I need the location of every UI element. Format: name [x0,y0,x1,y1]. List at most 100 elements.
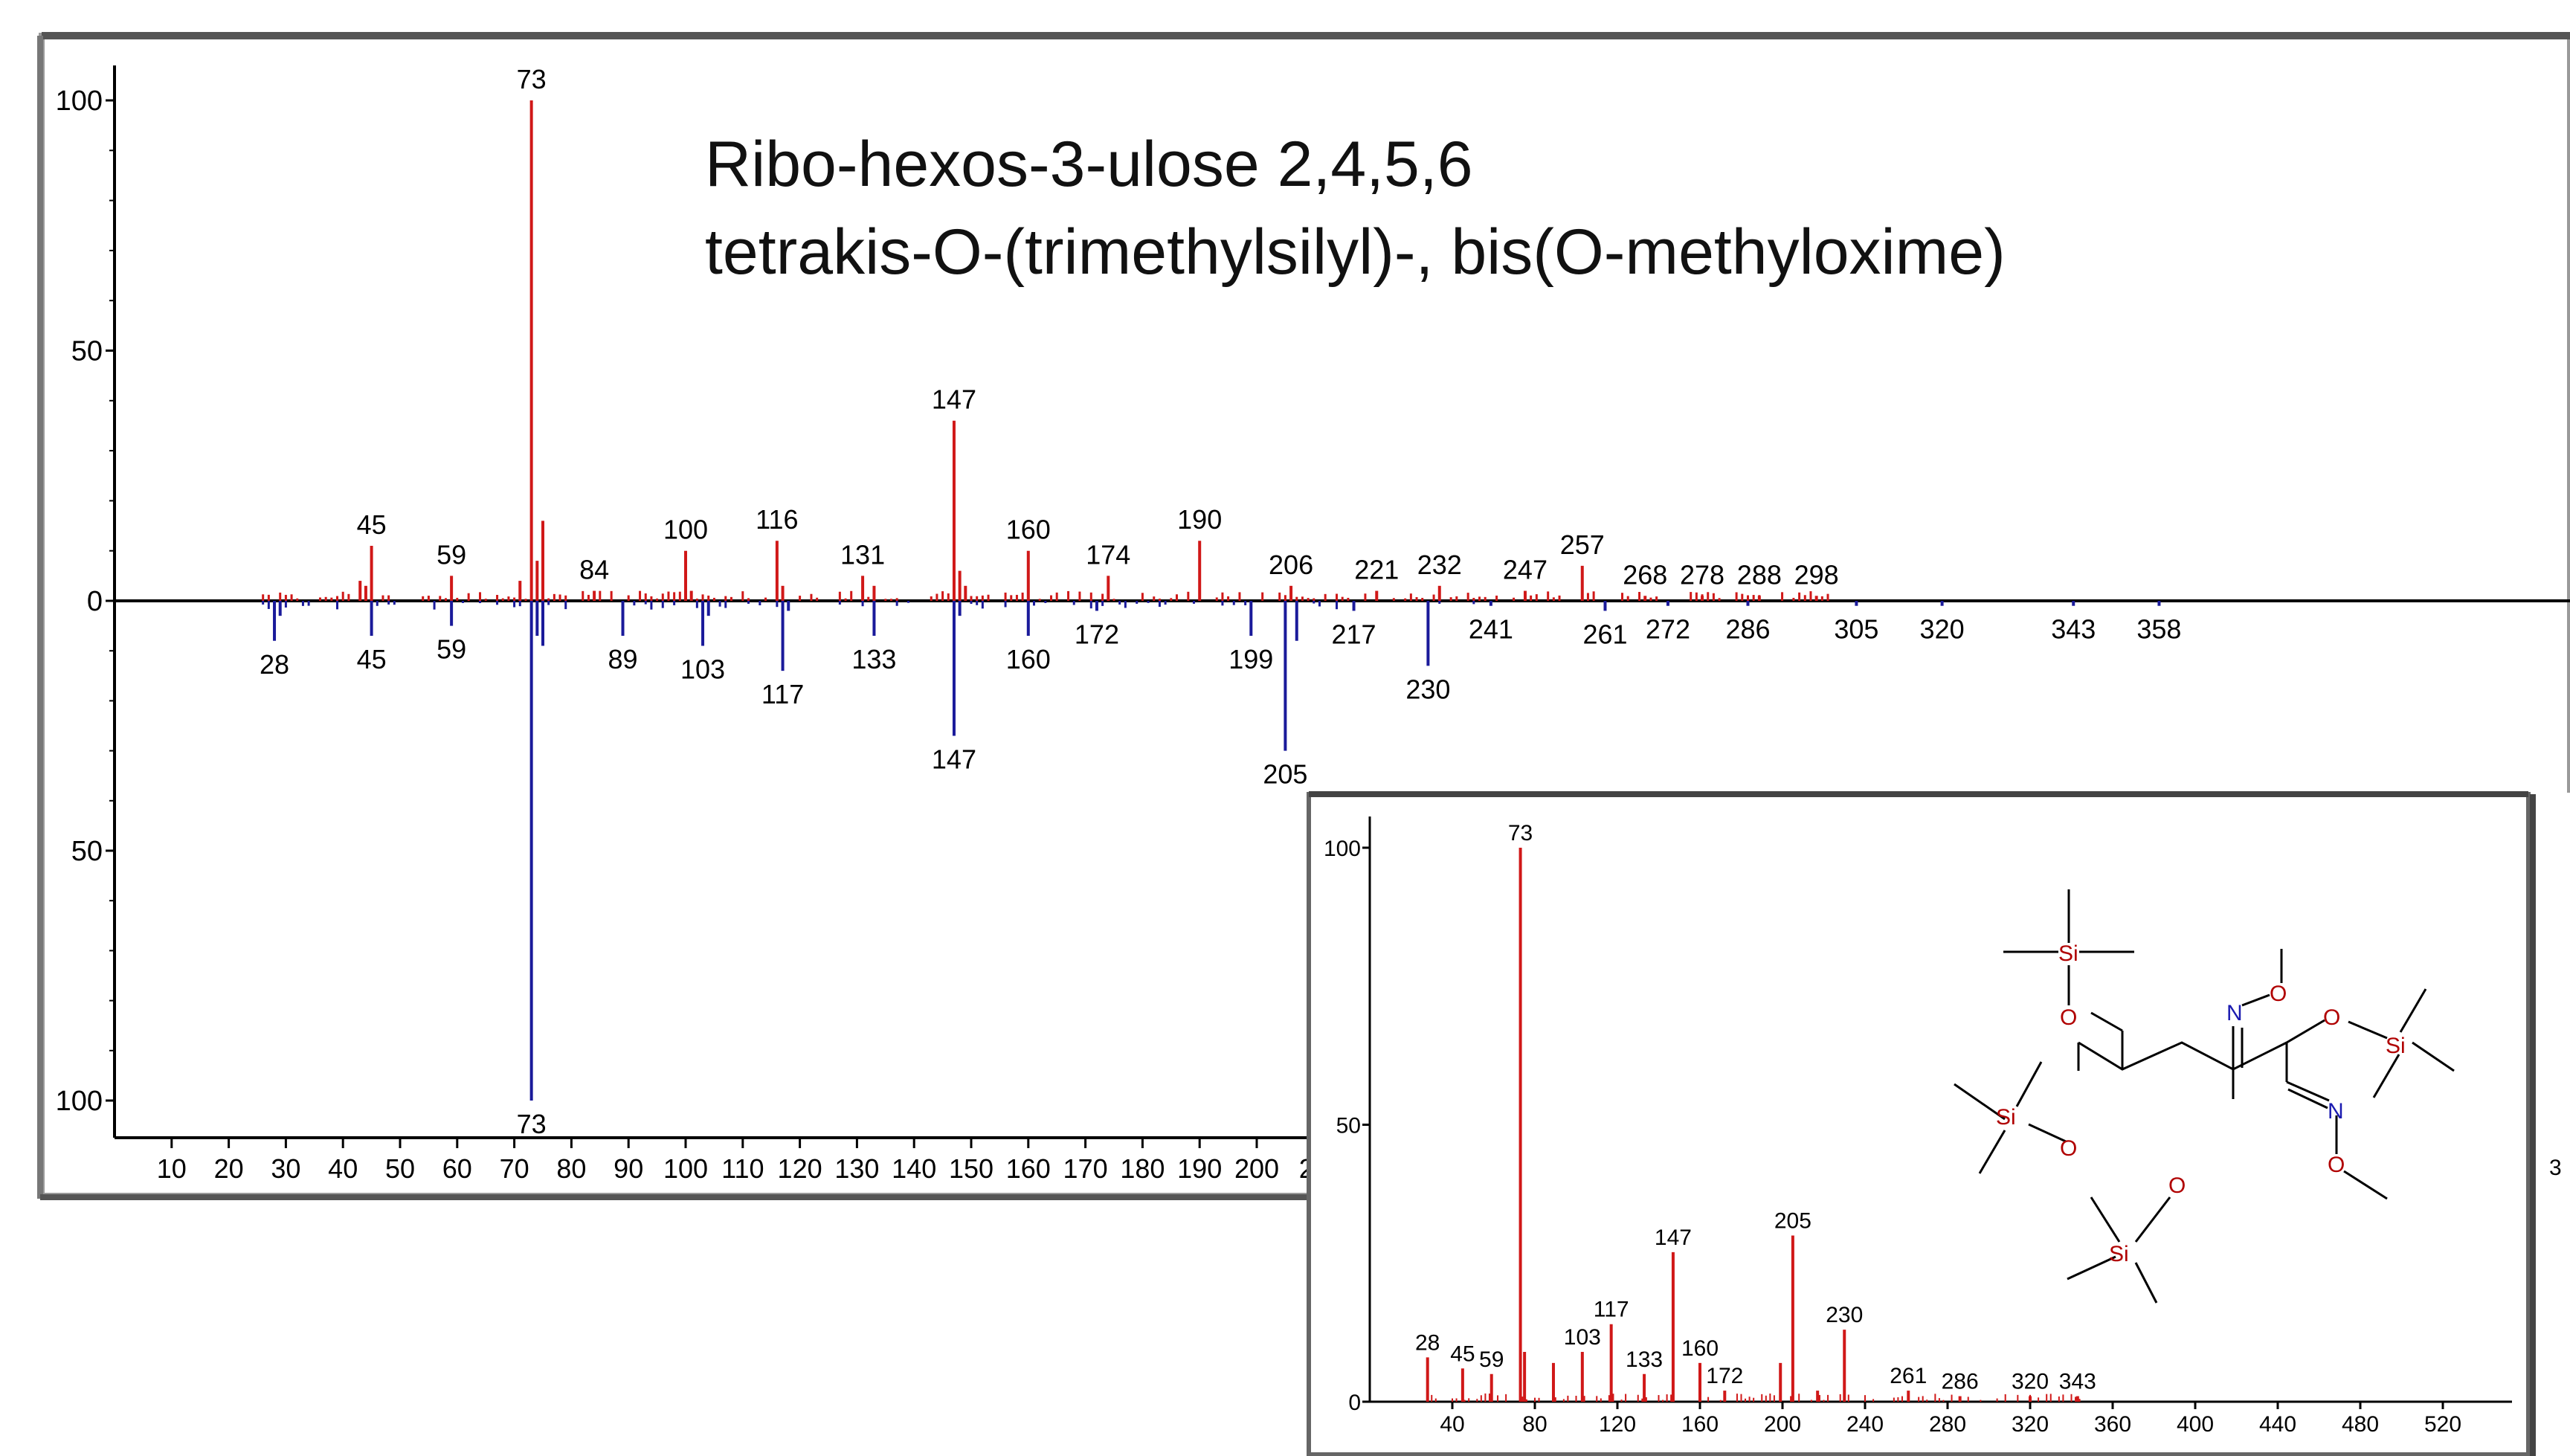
atom-o-right: O [2323,1005,2340,1030]
main-y-tick-label: 0 [87,586,103,617]
top-peak-label: 206 [1269,550,1313,580]
main-x-tick-label: 120 [778,1153,822,1184]
inset-x-tick-label: 320 [2012,1412,2049,1437]
top-peak-label: 298 [1794,559,1839,590]
main-x-tick-label: 30 [271,1153,300,1184]
structure-double-bond-a [2287,1088,2328,1109]
atom-n-lower: N [2328,1099,2344,1124]
structure-bond-n-o-upper [2241,993,2270,1007]
structure-bond-o-si-left [2028,1123,2067,1143]
main-x-tick-label: 180 [1120,1153,1165,1184]
structure-bond-o-me-lower [2343,1170,2388,1200]
inset-y-tick-label: 0 [1348,1391,1361,1415]
inset-x-tick-label: 400 [2177,1412,2214,1437]
bottom-peak-label: 172 [1075,619,1119,649]
top-peak-label: 100 [663,515,708,545]
bottom-peak-label: 59 [437,634,466,665]
inset-x-tick-label: 440 [2259,1412,2296,1437]
main-y-tick-label: 50 [71,836,103,867]
inset-x-tick-label: 520 [2424,1412,2461,1437]
structure-bond-cho-n [2286,1080,2330,1102]
main-y-tick-label: 100 [56,86,103,117]
atom-o-upper: O [2270,982,2287,1006]
structure-bond-si-me-left-b [2015,1061,2043,1107]
structure-bond-c1-o [2286,1019,2325,1044]
bottom-peak-label: 103 [680,654,725,684]
inset-x-tick-label: 200 [1764,1412,1801,1437]
main-y-tick-label: 100 [56,1086,103,1117]
structure-bond-o-si-right [2348,1020,2388,1040]
inset-peak-label: 320 [2012,1370,2049,1394]
top-peak-label: 174 [1086,539,1130,570]
inset-peak-label: 160 [1681,1336,1719,1361]
spectrum-title-line-2: tetrakis-O-(trimethylsilyl)-, bis(O-meth… [705,216,2006,288]
top-peak-label: 73 [517,64,547,94]
inset-peak-label: 28 [1415,1330,1440,1355]
main-x-tick-label: 80 [556,1153,586,1184]
top-peak-label: 59 [437,539,466,570]
structure-bond-si-me-right-c [2372,1054,2400,1098]
top-peak-label: 45 [357,509,387,540]
structure-bond-si-me-left-c [1978,1130,2006,1174]
bottom-peak-label: 230 [1405,674,1450,704]
inset-peak-label: 103 [1564,1325,1601,1350]
top-peak-label: 190 [1177,504,1222,535]
top-peak-label: 257 [1560,529,1605,560]
main-x-tick-label: 200 [1234,1153,1279,1184]
bottom-peak-label: 272 [1646,614,1690,645]
atom-si-top: Si [2058,941,2078,966]
structure-atoms: Si O Si O O Si O Si N O N O [1996,941,2406,1266]
inset-x-tick-label: 280 [1929,1412,1966,1437]
bottom-peak-label: 89 [608,644,637,674]
bottom-peak-label: 320 [1920,614,1965,645]
inset-x-tick-label: 80 [1522,1412,1547,1437]
atom-o-lower: O [2168,1173,2186,1198]
main-x-tick-label: 70 [500,1153,529,1184]
top-peak-label: 84 [579,555,609,585]
figure-frames [37,32,2570,1200]
bottom-peak-label: 343 [2051,614,2096,645]
inset-peak-label: 147 [1655,1225,1692,1250]
bottom-peak-label: 28 [260,649,289,680]
structure-bond-si-me-right-a [2412,1041,2455,1072]
spectrum-title-line-1: Ribo-hexos-3-ulose 2,4,5,6 [705,129,1473,200]
main-x-tick-label: 60 [442,1153,472,1184]
main-x-tick-label: 20 [214,1153,244,1184]
top-peak-label: 232 [1417,550,1462,580]
atom-si-right: Si [2386,1034,2406,1058]
main-x-tick-label: 110 [721,1153,764,1184]
inset-peak-label: 117 [1594,1298,1629,1322]
inset-peak-label: 205 [1774,1209,1811,1234]
structure-bond-si-me-left-a [1954,1083,2006,1121]
structure-bond-si-me-lower-a [2067,1255,2116,1281]
bottom-peak-label: 305 [1834,614,1878,645]
atom-o-top: O [2060,1005,2077,1030]
inset-partial-right-label: 3 [2549,1156,2562,1180]
inset-x-tick-label: 240 [1846,1412,1884,1437]
atom-si-lower: Si [2109,1242,2129,1266]
bottom-peak-label: 241 [1469,614,1513,645]
inset-peak-label: 59 [1479,1347,1504,1372]
main-x-tick-label: 40 [328,1153,358,1184]
main-x-tick-label: 10 [157,1153,187,1184]
top-peak-label: 278 [1680,559,1724,590]
main-x-tick-label: 90 [613,1153,643,1184]
main-x-tick-label: 100 [663,1153,708,1184]
structure-bond-si-me-lower-b [2090,1196,2121,1243]
inset-peak-label: 230 [1826,1303,1863,1327]
inset-background [1307,793,2570,1456]
bottom-peak-label: 160 [1006,644,1051,674]
inset-peak-label: 133 [1626,1347,1663,1372]
inset-x-tick-label: 480 [2342,1412,2379,1437]
top-peak-label: 268 [1623,559,1667,590]
top-peak-label: 288 [1737,559,1782,590]
structure-bond-o-si-lower [2134,1196,2171,1243]
atom-n-upper: N [2226,1001,2243,1025]
main-y-tick-label: 50 [71,336,103,367]
bottom-peak-label: 205 [1263,759,1307,790]
bottom-peak-label: 261 [1582,619,1627,649]
bottom-peak-label: 133 [851,644,896,674]
bottom-peak-label: 73 [517,1109,547,1139]
inset-peak-label: 261 [1890,1364,1927,1388]
